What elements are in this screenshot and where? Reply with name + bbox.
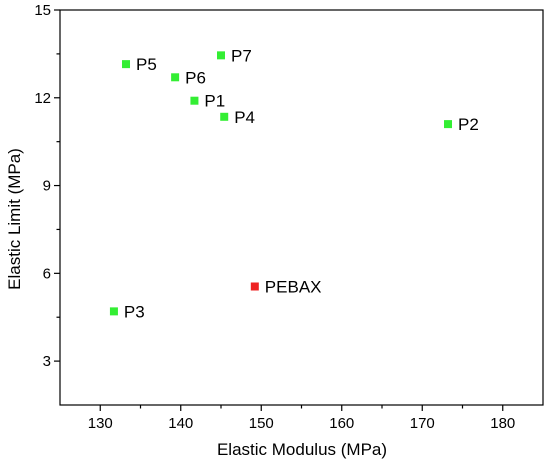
point-label-p3: P3 bbox=[124, 302, 145, 321]
data-point-p2 bbox=[444, 120, 453, 129]
data-point-p3 bbox=[109, 307, 118, 316]
x-tick-label: 170 bbox=[410, 415, 435, 432]
point-label-p6: P6 bbox=[185, 68, 206, 87]
x-tick-label: 130 bbox=[88, 415, 113, 432]
x-axis-title: Elastic Modulus (MPa) bbox=[217, 440, 387, 459]
x-tick-label: 140 bbox=[168, 415, 193, 432]
point-label-p1: P1 bbox=[204, 92, 225, 111]
data-point-p6 bbox=[171, 73, 180, 82]
plot-border bbox=[59, 9, 544, 406]
point-label-p4: P4 bbox=[234, 108, 255, 127]
y-tick-label: 9 bbox=[43, 178, 51, 195]
data-point-p4 bbox=[220, 112, 229, 121]
point-label-pebax: PEBAX bbox=[265, 278, 322, 297]
x-tick-label: 160 bbox=[329, 415, 354, 432]
x-tick-label: 180 bbox=[490, 415, 515, 432]
plot-frame bbox=[59, 9, 544, 406]
y-tick-label: 3 bbox=[43, 353, 51, 370]
data-point-pebax bbox=[250, 282, 259, 291]
point-label-p2: P2 bbox=[458, 115, 479, 134]
y-tick-label: 15 bbox=[34, 2, 51, 19]
point-label-p7: P7 bbox=[231, 46, 252, 65]
y-axis-title: Elastic Limit (MPa) bbox=[5, 148, 24, 290]
axis-ticks: 130 140 150 160 170 180 3 6 9 12 15 bbox=[34, 2, 515, 432]
data-point-p7 bbox=[217, 51, 225, 60]
data-point-p5 bbox=[122, 60, 131, 69]
x-tick-label: 150 bbox=[249, 415, 274, 432]
data-points: P1 P2 P3 P4 P5 P6 P7 PEBAX bbox=[109, 46, 479, 321]
data-point-p1 bbox=[190, 96, 199, 105]
y-tick-label: 12 bbox=[34, 90, 51, 107]
point-label-p5: P5 bbox=[136, 55, 157, 74]
y-tick-label: 6 bbox=[43, 265, 51, 282]
